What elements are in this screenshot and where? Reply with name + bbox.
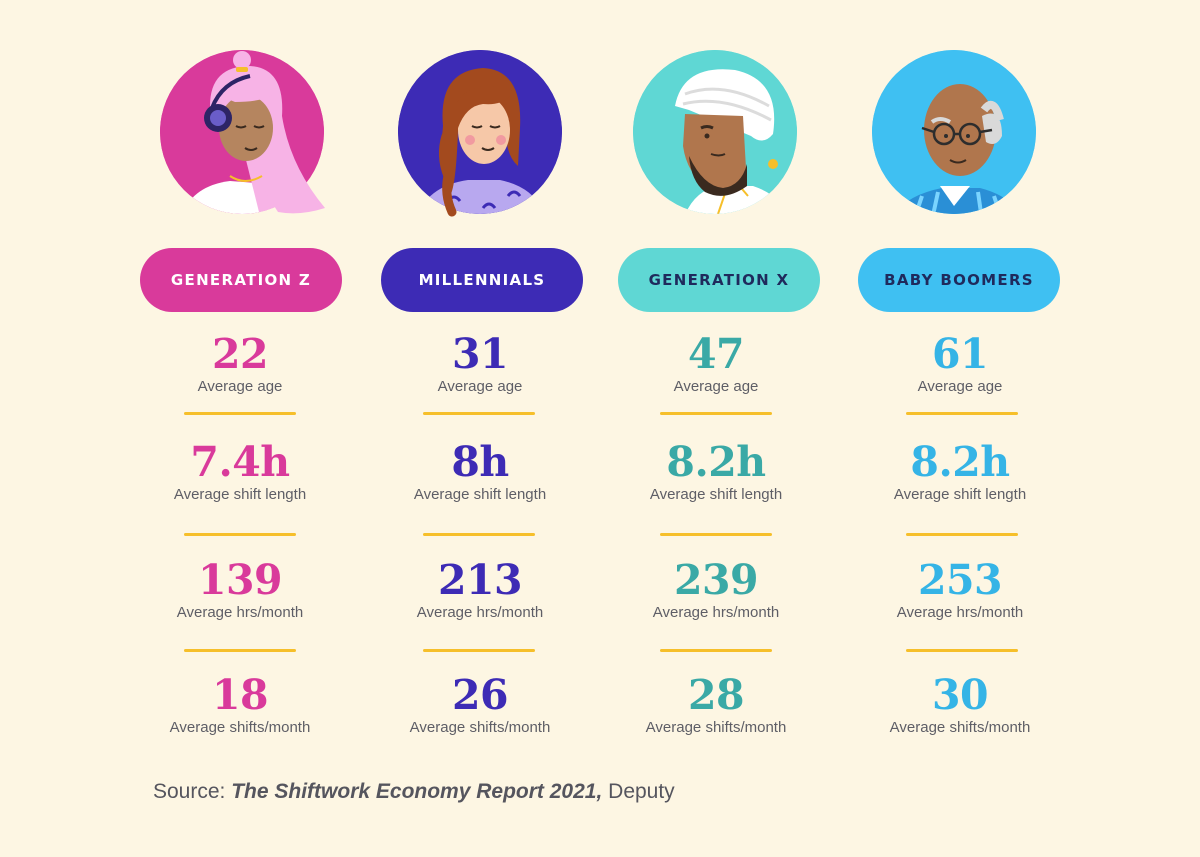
- millennials-name: MILLENNIALS: [418, 271, 546, 289]
- separator: [660, 533, 772, 536]
- generation-z-name: GENERATION Z: [170, 271, 312, 289]
- separator: [660, 412, 772, 415]
- separator: [906, 649, 1018, 652]
- stat-value: 30: [931, 671, 989, 719]
- stat-value: 239: [673, 556, 759, 604]
- stat-value: 8.2h: [910, 438, 1010, 486]
- stat-value: 22: [211, 330, 269, 378]
- stat-value: 253: [917, 556, 1003, 604]
- generation-x-average-age: 47 Average age: [596, 332, 836, 396]
- stat-label: Average shift length: [413, 486, 547, 503]
- stat-value: 61: [931, 330, 989, 378]
- separator: [423, 533, 535, 536]
- stat-value: 47: [687, 330, 745, 378]
- generation-x-average-hours-per-month: 239 Average hrs/month: [596, 558, 836, 622]
- source-publisher: Deputy: [602, 780, 675, 803]
- baby-boomers-badge: BABY BOOMERS: [858, 248, 1060, 312]
- stat-value: 139: [197, 556, 283, 604]
- baby-boomers-name: BABY BOOMERS: [884, 271, 1034, 289]
- separator: [660, 649, 772, 652]
- stat-label: Average age: [437, 378, 523, 395]
- stat-value: 8.2h: [666, 438, 766, 486]
- stat-label: Average hrs/month: [896, 604, 1024, 621]
- generation-z-average-shifts-per-month: 18 Average shifts/month: [120, 673, 360, 737]
- stat-label: Average shift length: [649, 486, 783, 503]
- millennials-average-shifts-per-month: 26 Average shifts/month: [360, 673, 600, 737]
- stat-label: Average shift length: [173, 486, 307, 503]
- separator: [184, 412, 296, 415]
- millennials-average-age: 31 Average age: [360, 332, 600, 396]
- baby-boomers-average-shift-length: 8.2h Average shift length: [840, 440, 1080, 504]
- stat-value: 213: [437, 556, 523, 604]
- stat-label: Average shifts/month: [409, 719, 551, 736]
- stat-label: Average hrs/month: [652, 604, 780, 621]
- generation-z-badge: GENERATION Z: [140, 248, 342, 312]
- baby-boomers-average-age: 61 Average age: [840, 332, 1080, 396]
- stat-label: Average age: [917, 378, 1003, 395]
- generation-x-avatar-icon: [633, 50, 797, 214]
- millennials-average-hours-per-month: 213 Average hrs/month: [360, 558, 600, 622]
- separator: [423, 412, 535, 415]
- stat-label: Average shifts/month: [169, 719, 311, 736]
- stat-label: Average hrs/month: [416, 604, 544, 621]
- stat-label: Average shifts/month: [889, 719, 1031, 736]
- stat-value: 8h: [451, 438, 509, 486]
- separator: [906, 412, 1018, 415]
- stat-value: 7.4h: [190, 438, 290, 486]
- stat-label: Average age: [197, 378, 283, 395]
- separator: [184, 533, 296, 536]
- baby-boomers-average-hours-per-month: 253 Average hrs/month: [840, 558, 1080, 622]
- stat-value: 26: [451, 671, 509, 719]
- stat-value: 18: [211, 671, 269, 719]
- generation-x-badge: GENERATION X: [618, 248, 820, 312]
- generation-x-name: GENERATION X: [648, 271, 790, 289]
- separator: [423, 649, 535, 652]
- generation-z-average-age: 22 Average age: [120, 332, 360, 396]
- separator: [184, 649, 296, 652]
- stat-value: 31: [451, 330, 509, 378]
- stat-label: Average shifts/month: [645, 719, 787, 736]
- baby-boomers-average-shifts-per-month: 30 Average shifts/month: [840, 673, 1080, 737]
- source-prefix: Source:: [153, 780, 232, 803]
- generation-z-average-shift-length: 7.4h Average shift length: [120, 440, 360, 504]
- stat-value: 28: [687, 671, 745, 719]
- stat-label: Average age: [673, 378, 759, 395]
- millennial-avatar-icon: [398, 50, 562, 217]
- source-citation: Source: The Shiftwork Economy Report 202…: [153, 780, 675, 804]
- stat-label: Average shift length: [893, 486, 1027, 503]
- generation-z-average-hours-per-month: 139 Average hrs/month: [120, 558, 360, 622]
- millennials-average-shift-length: 8h Average shift length: [360, 440, 600, 504]
- separator: [906, 533, 1018, 536]
- generation-z-avatar-icon: [160, 50, 325, 214]
- generation-x-average-shifts-per-month: 28 Average shifts/month: [596, 673, 836, 737]
- source-report-title: The Shiftwork Economy Report 2021,: [231, 780, 603, 803]
- baby-boomer-avatar-icon: [872, 50, 1036, 214]
- generation-x-average-shift-length: 8.2h Average shift length: [596, 440, 836, 504]
- stat-label: Average hrs/month: [176, 604, 304, 621]
- millennials-badge: MILLENNIALS: [381, 248, 583, 312]
